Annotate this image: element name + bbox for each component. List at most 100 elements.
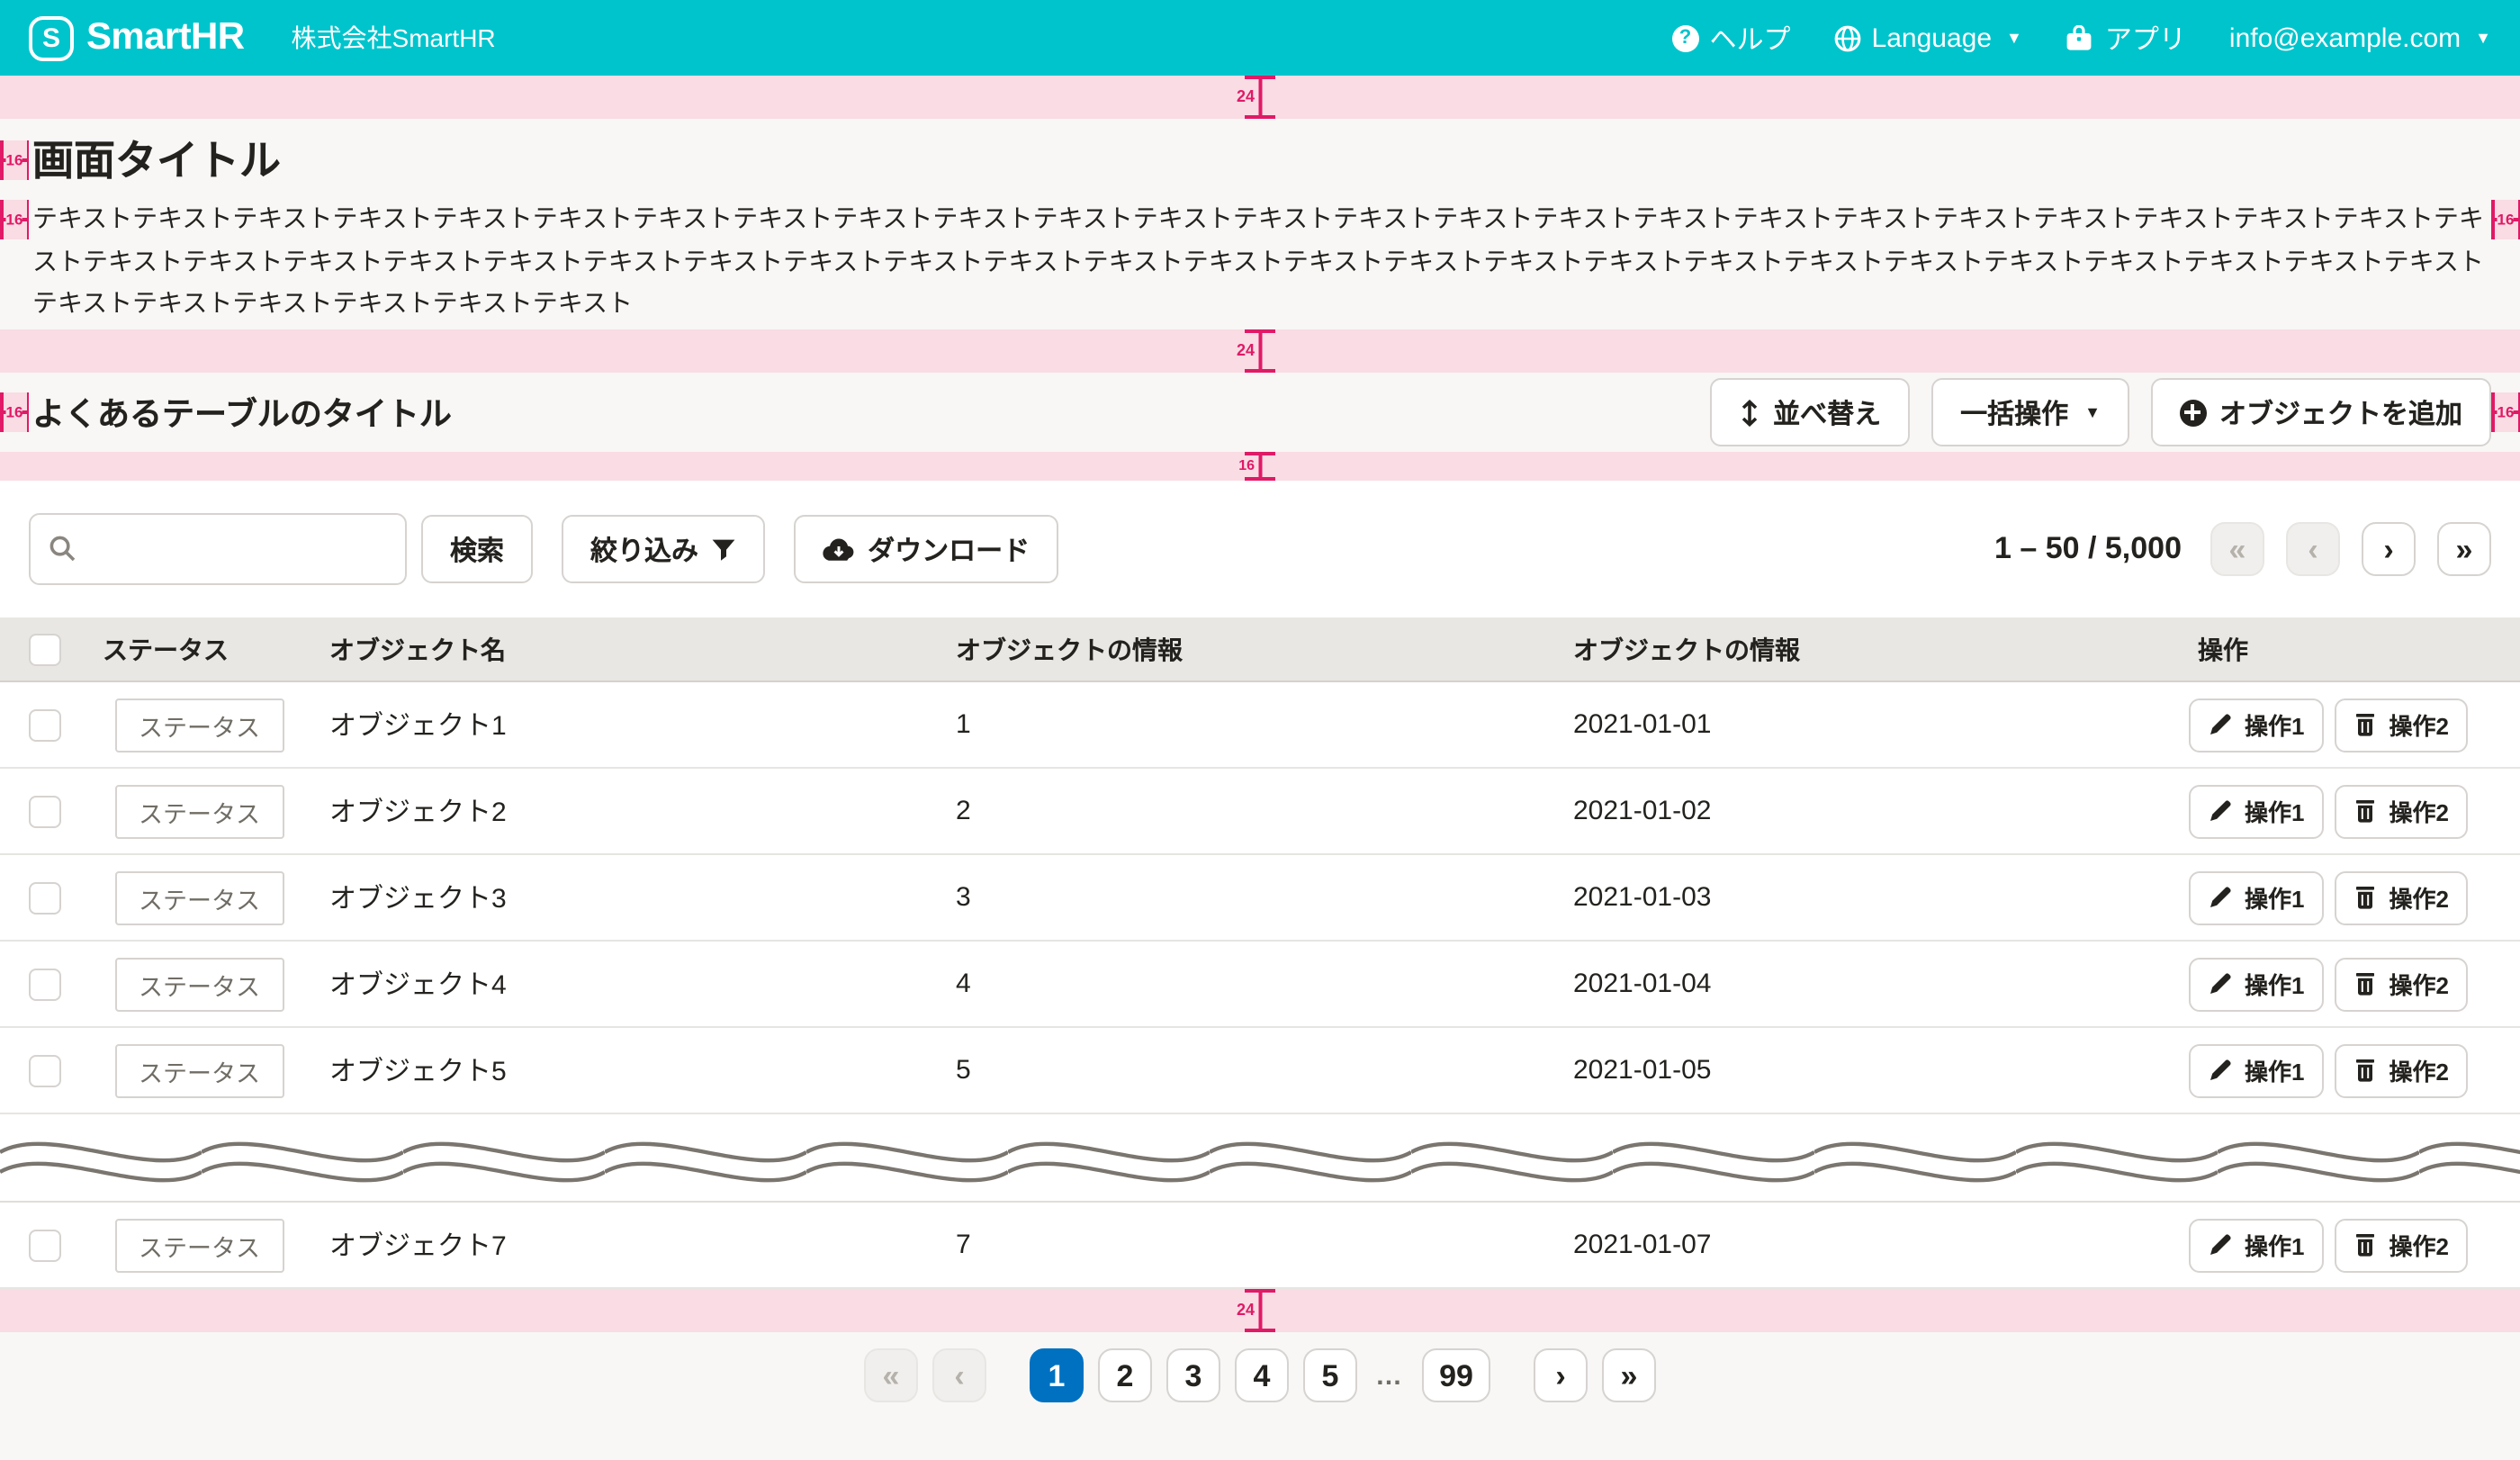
table-toolbar: 検索 絞り込み ダウンロード 1 – 50 / 5,000 « ‹ › » (0, 481, 2520, 617)
table-row: ステータス オブジェクト3 3 2021-01-03 操作1 操作2 (0, 855, 2520, 942)
help-link[interactable]: ? ヘルプ (1671, 19, 1791, 57)
object-name: オブジェクト1 (329, 711, 507, 742)
spacing-annotation-16-left-tabletitle: 16 (0, 392, 29, 432)
chevron-down-icon: ▼ (2475, 28, 2491, 46)
table-row: ステータス オブジェクト5 5 2021-01-05 操作1 操作2 (0, 1028, 2520, 1114)
account-menu[interactable]: info@example.com ▼ (2229, 23, 2491, 53)
search-button[interactable]: 検索 (421, 515, 534, 583)
object-info1: 1 (956, 709, 971, 740)
edit-action-button[interactable]: 操作1 (2189, 870, 2325, 924)
spacing-band-top: 24 (0, 76, 2520, 119)
prev-page-button[interactable]: ‹ (932, 1348, 986, 1402)
page-button-3[interactable]: 3 (1166, 1348, 1220, 1402)
pencil-icon (2210, 714, 2231, 735)
page-button-4[interactable]: 4 (1235, 1348, 1289, 1402)
page-button-1[interactable]: 1 (1030, 1348, 1084, 1402)
table-row: ステータス オブジェクト7 7 2021-01-07 操作1 操作2 (0, 1203, 2520, 1289)
row-checkbox[interactable] (29, 1229, 61, 1261)
intro-section: 画面タイトル テキストテキストテキストテキストテキストテキストテキストテキストテ… (0, 119, 2520, 329)
chevron-down-icon: ▼ (2006, 28, 2022, 46)
row-checkbox[interactable] (29, 881, 61, 914)
object-info1: 4 (956, 969, 971, 999)
page-description: テキストテキストテキストテキストテキストテキストテキストテキストテキストテキスト… (32, 203, 2484, 317)
chevron-down-icon: ▼ (2084, 402, 2101, 420)
row-checkbox[interactable] (29, 968, 61, 1000)
last-page-button[interactable]: » (1602, 1348, 1656, 1402)
edit-action-button[interactable]: 操作1 (2189, 784, 2325, 838)
spacing-annotation-24: 24 (1229, 329, 1291, 373)
smarthr-logo-icon: S (29, 15, 74, 60)
first-page-button[interactable]: « (2210, 522, 2264, 576)
spacing-band-small: 16 (0, 452, 2520, 481)
edit-action-button[interactable]: 操作1 (2189, 957, 2325, 1011)
delete-action-button[interactable]: 操作2 (2335, 870, 2469, 924)
page-button-2[interactable]: 2 (1098, 1348, 1152, 1402)
object-name: オブジェクト7 (329, 1231, 507, 1262)
delete-action-button[interactable]: 操作2 (2335, 784, 2469, 838)
bulk-action-button[interactable]: 一括操作 ▼ (1931, 378, 2129, 446)
page-title: 画面タイトル (32, 137, 281, 184)
edit-action-button[interactable]: 操作1 (2189, 1043, 2325, 1097)
status-badge: ステータス (115, 870, 284, 924)
smarthr-logo-text: SmartHR (86, 16, 245, 58)
table-header-row: ステータス オブジェクト名 オブジェクトの情報 オブジェクトの情報 操作 (0, 617, 2520, 682)
result-range-label: 1 – 50 / 5,000 (1994, 531, 2182, 565)
delete-action-button[interactable]: 操作2 (2335, 1218, 2469, 1272)
status-badge: ステータス (115, 698, 284, 752)
globe-icon (1834, 24, 1860, 51)
funnel-icon (712, 538, 735, 560)
spacing-band-bottom: 24 (0, 1289, 2520, 1332)
status-badge: ステータス (115, 1043, 284, 1097)
search-icon (50, 536, 76, 562)
delete-action-button[interactable]: 操作2 (2335, 698, 2469, 752)
delete-action-button[interactable]: 操作2 (2335, 957, 2469, 1011)
trash-icon (2356, 973, 2375, 996)
smarthr-logo[interactable]: S SmartHR (29, 15, 245, 60)
help-icon: ? (1671, 24, 1699, 51)
spacing-annotation-16: 16 (1229, 452, 1291, 481)
trash-icon (2356, 1059, 2375, 1082)
select-all-checkbox[interactable] (29, 633, 61, 665)
tenant-name: 株式会社SmartHR (291, 23, 496, 52)
trash-icon (2356, 887, 2375, 909)
edit-action-button[interactable]: 操作1 (2189, 698, 2325, 752)
row-checkbox[interactable] (29, 708, 61, 741)
object-info2: 2021-01-07 (1573, 1230, 1712, 1260)
table-section-header: よくあるテーブルのタイトル 並べ替え 一括操作 ▼ オブジェクトを追加 (0, 373, 2520, 452)
row-checkbox[interactable] (29, 1054, 61, 1086)
edit-action-button[interactable]: 操作1 (2189, 1218, 2325, 1272)
status-badge: ステータス (115, 784, 284, 838)
page-button-5[interactable]: 5 (1303, 1348, 1357, 1402)
table-row: ステータス オブジェクト4 4 2021-01-04 操作1 操作2 (0, 942, 2520, 1028)
status-badge: ステータス (115, 957, 284, 1011)
object-name: オブジェクト3 (329, 884, 507, 915)
next-page-button[interactable]: › (2362, 522, 2416, 576)
language-menu[interactable]: Language ▼ (1834, 23, 2022, 53)
delete-action-button[interactable]: 操作2 (2335, 1043, 2469, 1097)
download-button[interactable]: ダウンロード (794, 515, 1059, 583)
first-page-button[interactable]: « (864, 1348, 918, 1402)
spacing-annotation-16-left-text: 16 (0, 200, 29, 239)
pencil-icon (2210, 973, 2231, 994)
plus-circle-icon (2179, 399, 2207, 426)
column-header-info1: オブジェクトの情報 (956, 635, 1183, 663)
prev-page-button[interactable]: ‹ (2286, 522, 2340, 576)
apps-link[interactable]: アプリ (2066, 19, 2186, 57)
add-object-button[interactable]: オブジェクトを追加 (2150, 378, 2491, 446)
row-checkbox[interactable] (29, 795, 61, 827)
spacing-annotation-16-right-text: 16 (2491, 200, 2520, 239)
table-row: ステータス オブジェクト2 2 2021-01-02 操作1 操作2 (0, 769, 2520, 855)
column-header-actions: 操作 (2198, 635, 2248, 663)
spacing-annotation-24: 24 (1229, 76, 1291, 119)
sort-button[interactable]: 並べ替え (1710, 378, 1911, 446)
object-info2: 2021-01-05 (1573, 1055, 1712, 1086)
next-page-button[interactable]: › (1534, 1348, 1588, 1402)
search-input[interactable] (29, 513, 407, 585)
footer-pagination: « ‹ 1 2 3 4 5 … 99 › » (0, 1332, 2520, 1460)
page-button-99[interactable]: 99 (1422, 1348, 1490, 1402)
object-name: オブジェクト4 (329, 970, 507, 1001)
filter-button[interactable]: 絞り込み (562, 515, 766, 583)
last-page-button[interactable]: » (2437, 522, 2491, 576)
table-row: ステータス オブジェクト1 1 2021-01-01 操作1 操作2 (0, 682, 2520, 769)
